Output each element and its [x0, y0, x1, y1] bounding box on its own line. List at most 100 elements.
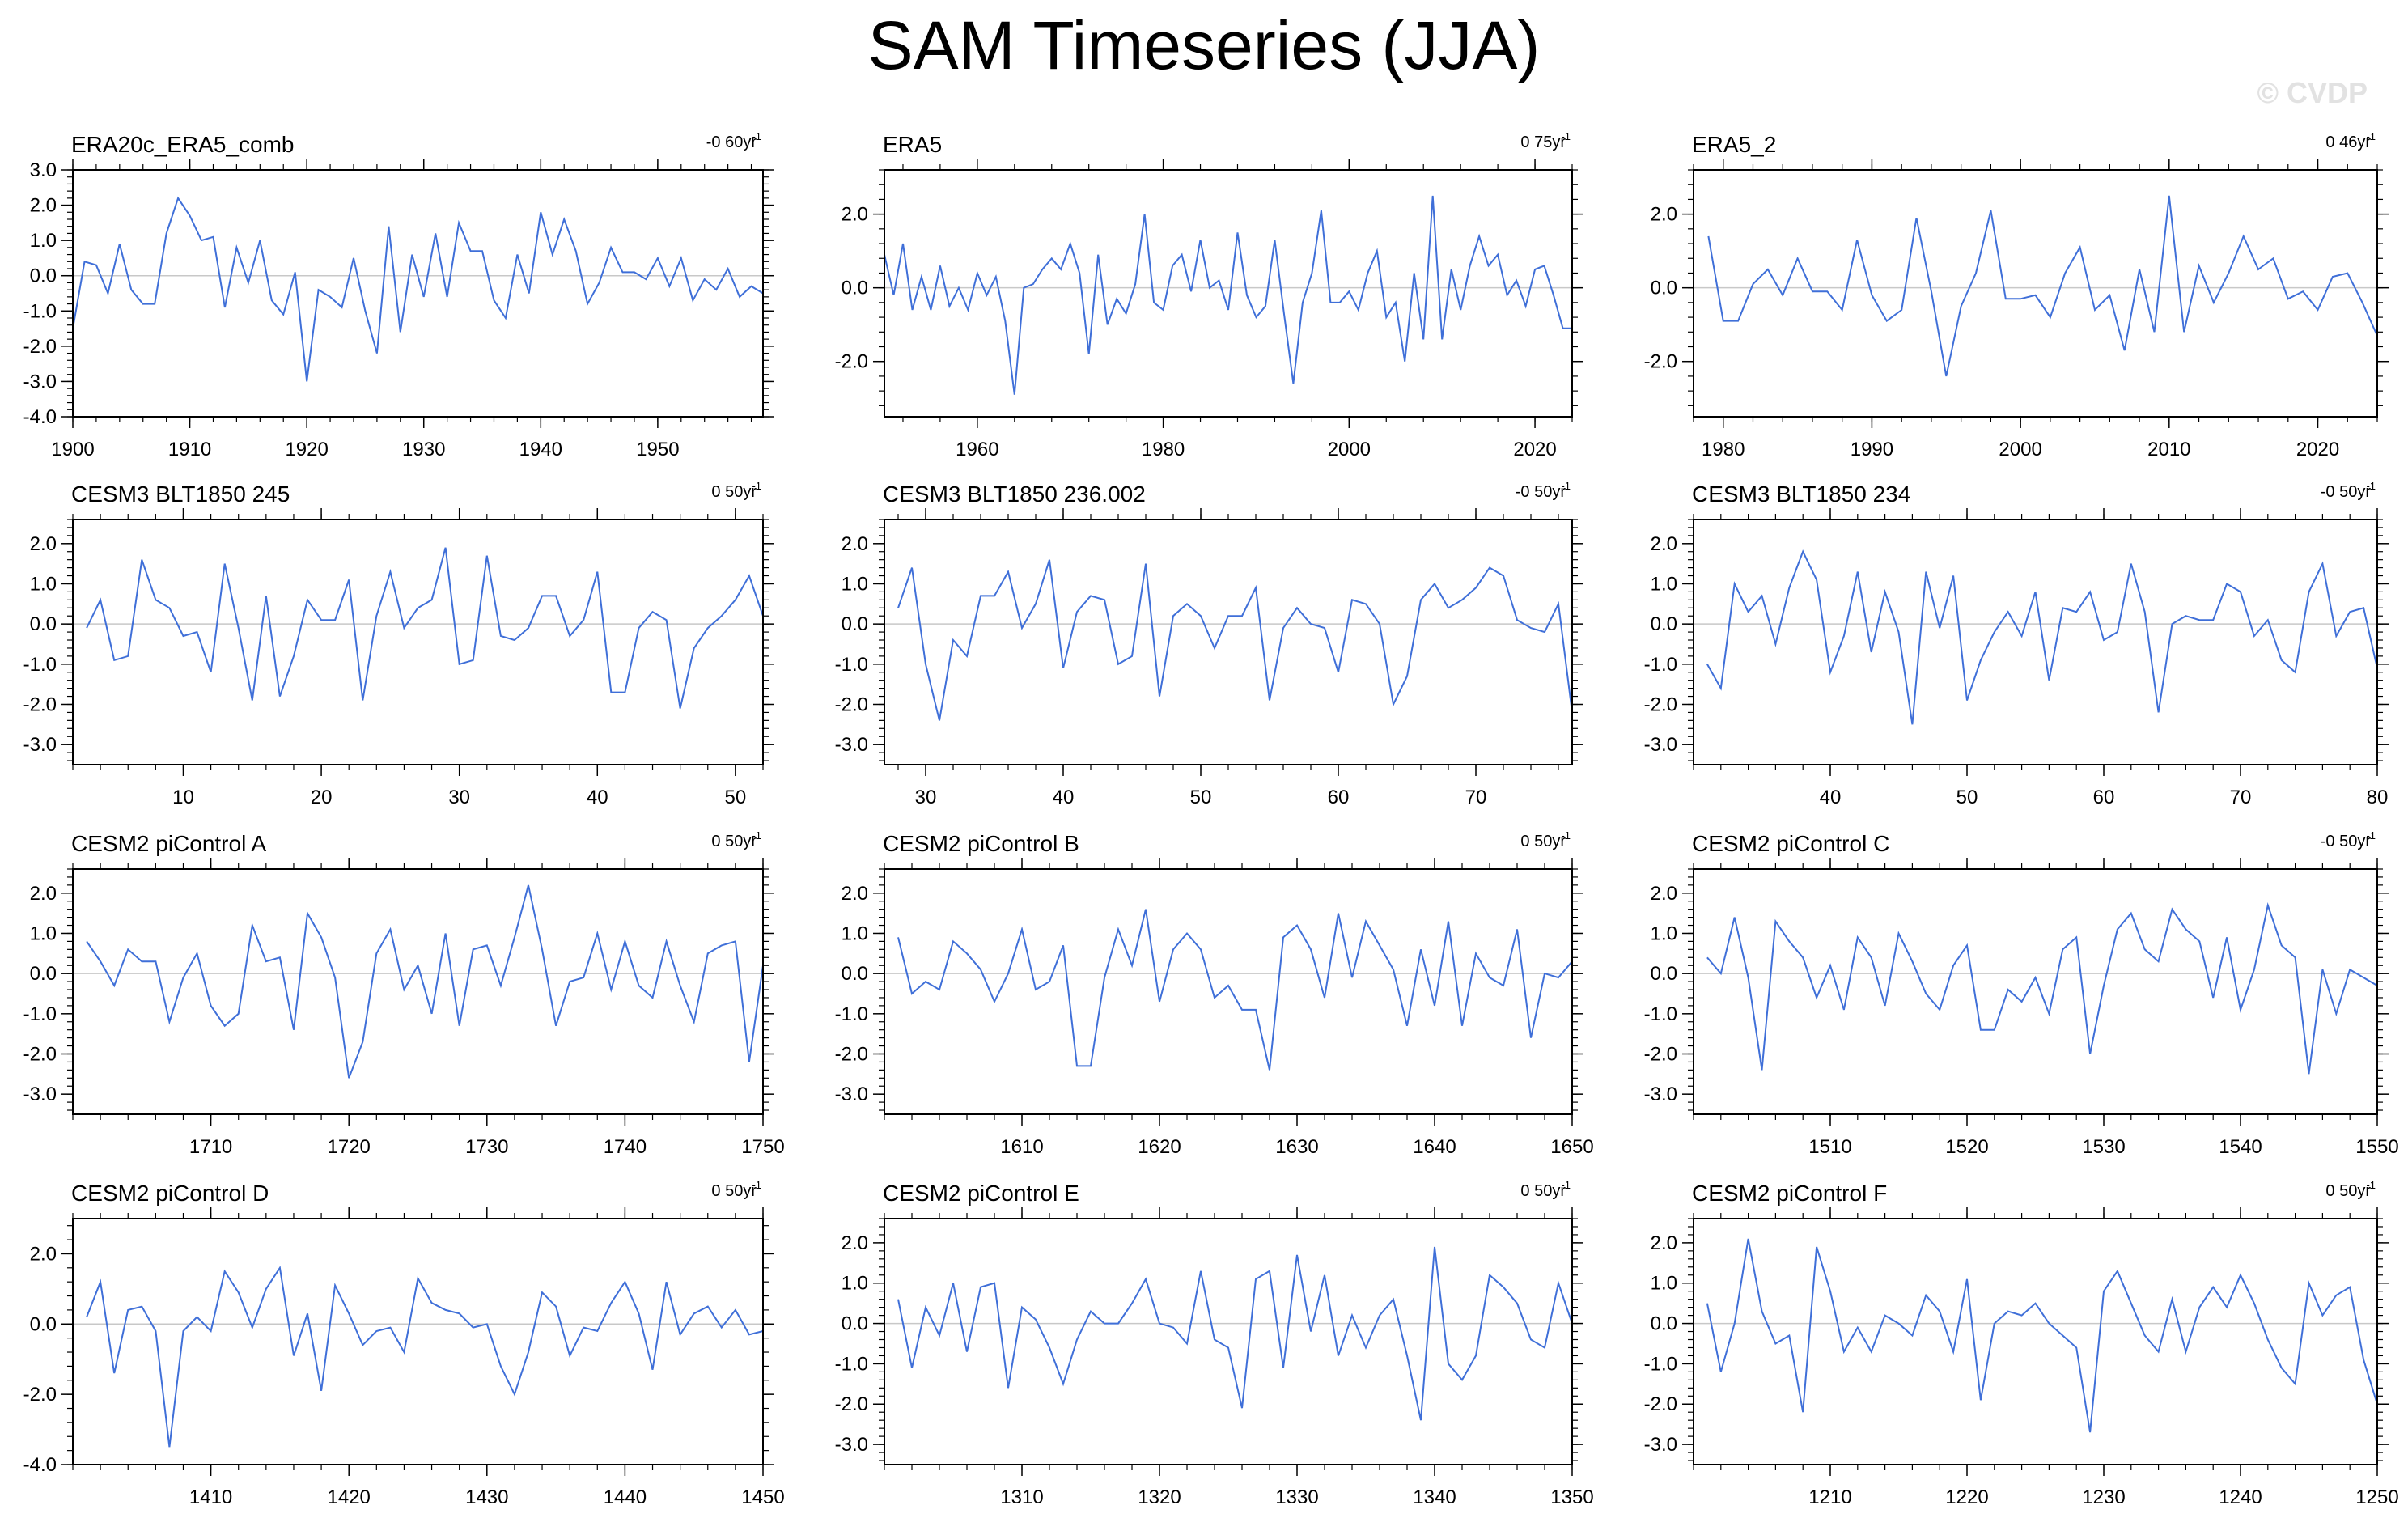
series-line	[1707, 195, 2378, 377]
x-tick-label: 1310	[1000, 1486, 1043, 1508]
trend-superscript: -1	[752, 480, 761, 492]
trend-label: -0 60yr	[706, 134, 757, 151]
panel-title: CESM2 piControl B	[883, 831, 1079, 856]
trend-superscript: -1	[2366, 1179, 2376, 1191]
x-tick-label: 60	[1328, 787, 1350, 808]
chart-panel: ERA5 0 75yr-1 2.0 0.0 -2.0 1960 1980 2000 2020	[835, 130, 1583, 460]
x-tick-label: 1740	[604, 1136, 647, 1158]
x-tick-label: 1900	[51, 439, 94, 460]
trend-label: -0 50yr	[2321, 833, 2372, 850]
y-tick-label: -2.0	[835, 693, 868, 715]
y-tick-label: -3.0	[835, 1434, 868, 1456]
x-tick-label: 1450	[741, 1486, 784, 1508]
x-tick-label: 2000	[1999, 439, 2041, 460]
chart-panel: CESM3 BLT1850 236.002 -0 50yr-1 2.0 1.0 0.0 -…	[835, 480, 1583, 808]
y-tick-label: -2.0	[23, 693, 57, 715]
y-tick-label: 2.0	[842, 1232, 868, 1254]
x-tick-label: 1520	[1945, 1136, 1988, 1158]
y-tick-label: 1.0	[30, 922, 57, 944]
x-tick-label: 2020	[1513, 439, 1556, 460]
y-tick-label: 0.0	[30, 613, 57, 635]
x-tick-label: 1980	[1702, 439, 1745, 460]
y-tick-label: 2.0	[1651, 533, 1677, 555]
x-tick-label: 1920	[285, 439, 328, 460]
x-tick-label: 1210	[1808, 1486, 1851, 1508]
x-tick-label: 1230	[2082, 1486, 2125, 1508]
x-tick-label: 1240	[2219, 1486, 2262, 1508]
y-tick-label: -1.0	[23, 300, 57, 322]
y-tick-label: 2.0	[30, 533, 57, 555]
series-line	[72, 196, 764, 382]
y-tick-label: -2.0	[1644, 693, 1677, 715]
panel-title: CESM2 piControl A	[71, 831, 267, 856]
y-tick-label: 2.0	[842, 533, 868, 555]
y-tick-label: 1.0	[1651, 573, 1677, 595]
chart-panel: CESM2 piControl F 0 50yr-1 2.0 1.0 0.0 -1.0 -2…	[1644, 1179, 2399, 1508]
x-tick-label: 1510	[1808, 1136, 1851, 1158]
y-tick-label: 0.0	[842, 613, 868, 635]
x-tick-label: 40	[1053, 787, 1075, 808]
trend-superscript: -1	[2366, 480, 2376, 492]
trend-label: 0 50yr	[2325, 1182, 2371, 1200]
chart-panel: ERA5_2 0 46yr-1 2.0 0.0 -2.0 1980 1990 2000 2010…	[1644, 130, 2389, 460]
panel-title: ERA20c_ERA5_comb	[71, 132, 294, 157]
y-tick-label: -3.0	[835, 734, 868, 756]
plot-frame	[72, 169, 764, 418]
x-tick-label: 1350	[1550, 1486, 1593, 1508]
plot-frame	[884, 519, 1573, 765]
plot-frame	[72, 519, 764, 765]
y-tick-label: 2.0	[1651, 883, 1677, 905]
series-line	[897, 909, 1573, 1071]
trend-superscript: -1	[752, 1179, 761, 1191]
y-tick-label: -1.0	[1644, 1353, 1677, 1375]
plot-frame	[72, 1218, 764, 1465]
series-line	[897, 1246, 1573, 1421]
x-tick-label: 1960	[956, 439, 998, 460]
x-tick-label: 1550	[2355, 1136, 2398, 1158]
panel-title: CESM3 BLT1850 236.002	[883, 481, 1146, 507]
series-line	[1706, 549, 2378, 725]
y-tick-label: 1.0	[842, 922, 868, 944]
y-tick-label: 1.0	[30, 573, 57, 595]
trend-label: 0 75yr	[1520, 134, 1566, 151]
y-tick-label: -1.0	[835, 1353, 868, 1375]
plot-frame	[1693, 868, 2378, 1115]
trend-label: -0 50yr	[1516, 483, 1566, 501]
y-tick-label: -3.0	[23, 371, 57, 392]
series-line	[897, 559, 1573, 721]
chart-panel: CESM3 BLT1850 234 -0 50yr-1 2.0 1.0 0.0 -1.0 -…	[1644, 480, 2389, 808]
x-tick-label: 1730	[465, 1136, 508, 1158]
x-tick-label: 1250	[2355, 1486, 2398, 1508]
trend-superscript: -1	[2366, 130, 2376, 142]
x-tick-label: 1430	[465, 1486, 508, 1508]
panel-title: CESM2 piControl E	[883, 1181, 1079, 1206]
y-tick-label: 0.0	[30, 1313, 57, 1335]
x-tick-label: 1320	[1138, 1486, 1181, 1508]
chart-panel: CESM2 piControl D 0 50yr-1 2.0 0.0 -2.0 -4.0 1…	[23, 1179, 785, 1508]
y-tick-label: 2.0	[1651, 1232, 1677, 1254]
y-tick-label: -1.0	[835, 1003, 868, 1025]
chart-panel: ERA20c_ERA5_comb -0 60yr-1 3.0 2.0 1.0 0.0 -1.…	[23, 130, 774, 460]
y-tick-label: 2.0	[842, 883, 868, 905]
y-tick-label: -2.0	[23, 1043, 57, 1065]
x-tick-label: 40	[587, 787, 608, 808]
y-tick-label: 1.0	[1651, 1273, 1677, 1295]
plot-frame	[884, 1218, 1573, 1465]
series-line	[884, 195, 1572, 395]
trend-superscript: -1	[1561, 480, 1571, 492]
y-tick-label: -2.0	[835, 1043, 868, 1065]
y-tick-label: 0.0	[30, 265, 57, 287]
y-tick-label: 2.0	[842, 204, 868, 226]
y-tick-label: 2.0	[1651, 204, 1677, 226]
plot-frame	[72, 868, 764, 1115]
y-tick-label: 0.0	[30, 963, 57, 985]
y-tick-label: -1.0	[835, 654, 868, 676]
trend-label: 0 50yr	[1520, 833, 1566, 850]
x-tick-label: 1420	[328, 1486, 371, 1508]
trend-label: -0 50yr	[2321, 483, 2372, 501]
cvdp-watermark: © CVDP	[2257, 76, 2368, 109]
panel-title: CESM2 piControl F	[1692, 1181, 1887, 1206]
trend-superscript: -1	[752, 130, 761, 142]
panel-title: CESM3 BLT1850 245	[71, 481, 290, 507]
x-tick-label: 1220	[1945, 1486, 1988, 1508]
